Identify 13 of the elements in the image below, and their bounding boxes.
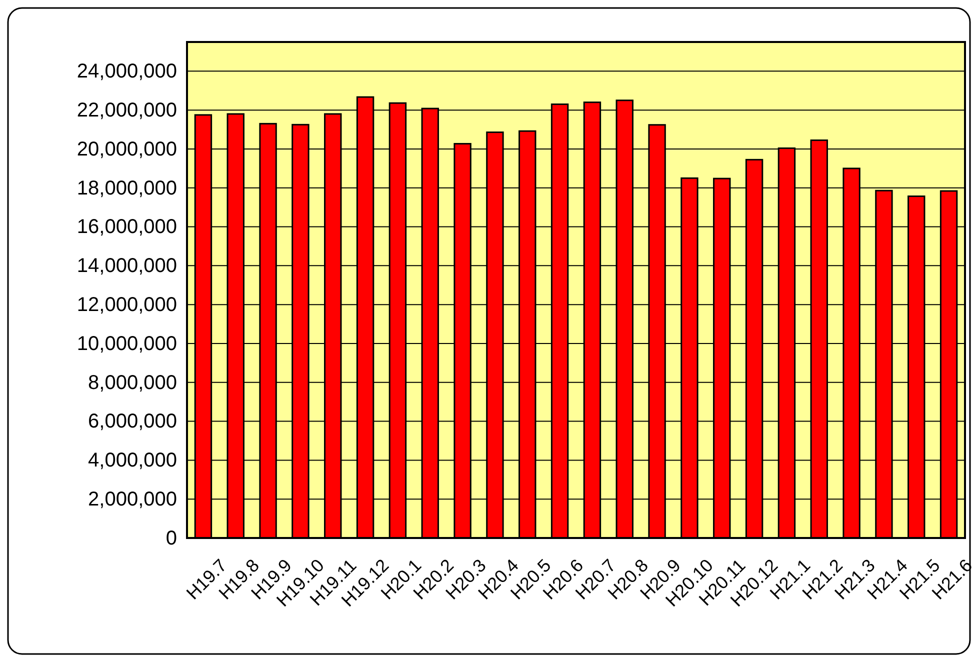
y-tick-label: 6,000,000 <box>88 410 177 433</box>
y-tick-label: 14,000,000 <box>76 255 177 278</box>
y-tick-label: 20,000,000 <box>76 138 177 160</box>
y-tick-label: 4,000,000 <box>88 450 177 472</box>
y-tick-label: 10,000,000 <box>76 332 177 355</box>
y-tick-label: 24,000,000 <box>76 60 177 83</box>
y-tick-label: 12,000,000 <box>76 294 177 316</box>
y-tick-label: 2,000,000 <box>88 488 177 510</box>
y-tick-label: 22,000,000 <box>76 99 177 122</box>
y-tick-label: 0 <box>166 527 177 550</box>
y-tick-label: 8,000,000 <box>88 372 177 394</box>
y-tick-label: 16,000,000 <box>76 216 177 238</box>
y-tick-label: 18,000,000 <box>76 177 177 200</box>
